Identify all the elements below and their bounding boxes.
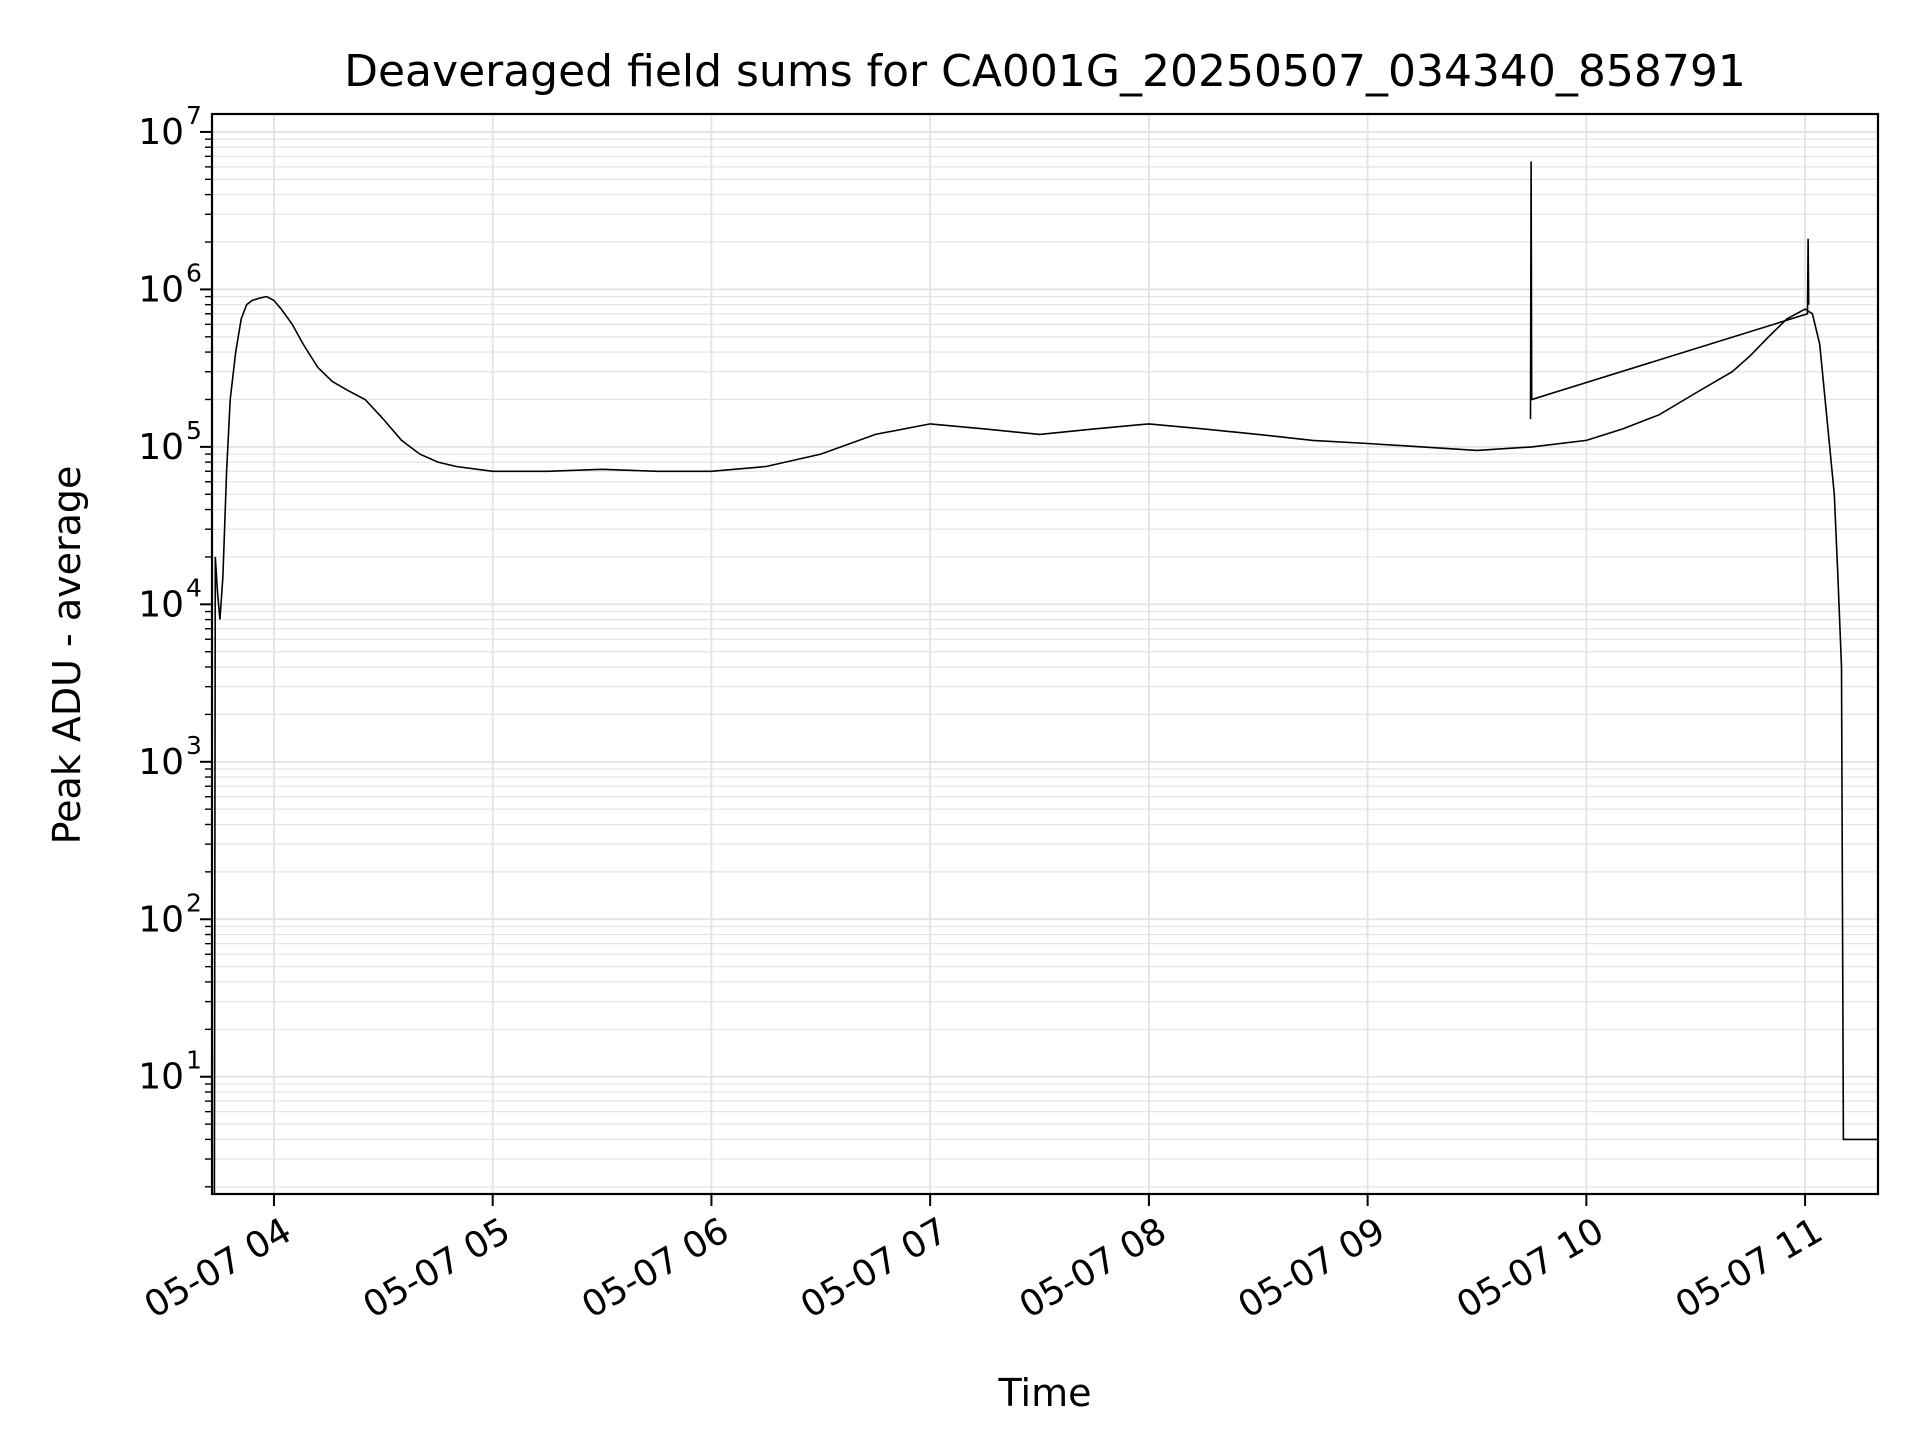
y-tick-label: 10 xyxy=(138,742,184,783)
series-line-1 xyxy=(213,295,1878,1195)
y-axis-label: Peak ADU - average xyxy=(45,466,89,845)
y-tick-exponent: 6 xyxy=(186,258,202,287)
series-line-2 xyxy=(1529,161,1810,420)
y-tick-label: 10 xyxy=(138,112,184,153)
grid xyxy=(212,114,1878,1194)
y-tick-exponent: 3 xyxy=(186,731,202,760)
data-series xyxy=(213,161,1878,1195)
y-tick-label: 10 xyxy=(138,899,184,940)
y-tick-label: 10 xyxy=(138,584,184,625)
y-tick-exponent: 4 xyxy=(186,573,202,602)
y-tick-label: 10 xyxy=(138,269,184,310)
y-tick-label: 10 xyxy=(138,1057,184,1098)
y-tick-exponent: 7 xyxy=(186,101,202,130)
chart-title: Deaveraged field sums for CA001G_2025050… xyxy=(344,46,1746,97)
y-tick-label: 10 xyxy=(138,427,184,468)
y-tick-exponent: 2 xyxy=(186,888,202,917)
y-tick-exponent: 1 xyxy=(186,1046,202,1075)
plot-frame xyxy=(210,112,1880,1196)
x-axis-label: Time xyxy=(998,1371,1092,1415)
y-tick-exponent: 5 xyxy=(186,416,202,445)
